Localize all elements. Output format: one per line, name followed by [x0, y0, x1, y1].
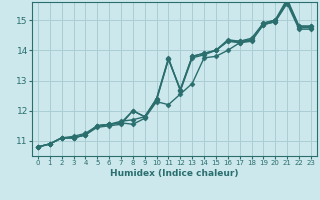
X-axis label: Humidex (Indice chaleur): Humidex (Indice chaleur): [110, 169, 239, 178]
